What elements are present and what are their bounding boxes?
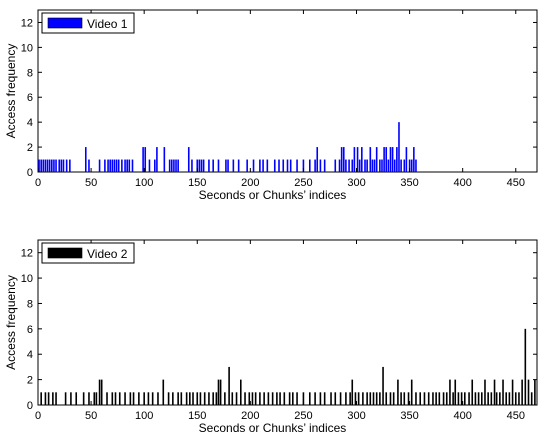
x-tick-label: 150 [188, 410, 206, 422]
x-tick-label: 100 [135, 177, 153, 189]
y-tick-label: 2 [27, 375, 33, 387]
x-axis-label: Seconds or Chunks’ indices [199, 421, 347, 435]
x-tick-label: 0 [35, 177, 41, 189]
y-tick-label: 12 [21, 248, 33, 260]
x-tick-label: 200 [241, 410, 259, 422]
x-tick-label: 200 [241, 177, 259, 189]
x-tick-label: 250 [294, 177, 312, 189]
x-tick-label: 400 [454, 177, 472, 189]
y-tick-label: 10 [21, 42, 33, 54]
chart-video-2: 0 50 100 150 200 250 300 350 400 450 0 2 4 6 8 10 12 Seco… [4, 239, 538, 435]
y-tick-label: 8 [27, 298, 33, 310]
y-tick-label: 10 [21, 273, 33, 285]
y-axis-label: Access frequency [4, 44, 18, 139]
chart-video-1: 0 50 100 150 200 250 300 350 400 450 0 2 4 6 8 10 12 Seco… [4, 9, 538, 202]
y-tick-label: 0 [27, 167, 33, 179]
legend-label: Video 1 [87, 17, 128, 31]
x-axis-label: Seconds or Chunks’ indices [199, 188, 347, 202]
x-tick-label: 50 [85, 177, 97, 189]
x-tick-label: 400 [454, 410, 472, 422]
y-tick-label: 4 [27, 349, 33, 361]
x-tick-label: 350 [400, 177, 418, 189]
x-tick-label: 0 [35, 410, 41, 422]
y-tick-label: 8 [27, 67, 33, 79]
y-tick-label: 0 [27, 400, 33, 412]
y-tick-label: 12 [21, 17, 33, 29]
y-tick-label: 2 [27, 142, 33, 154]
y-tick-label: 6 [27, 92, 33, 104]
x-tick-label: 100 [135, 410, 153, 422]
plot-area [37, 239, 538, 406]
plot-area [37, 9, 538, 173]
x-tick-label: 50 [85, 410, 97, 422]
x-tick-label: 450 [507, 177, 525, 189]
x-tick-label: 450 [507, 410, 525, 422]
x-tick-label: 350 [400, 410, 418, 422]
x-tick-label: 300 [347, 410, 365, 422]
legend-label: Video 2 [87, 247, 128, 261]
x-tick-label: 300 [347, 177, 365, 189]
legend-swatch [47, 17, 83, 29]
y-tick-label: 6 [27, 324, 33, 336]
y-axis-label: Access frequency [4, 275, 18, 370]
y-tick-label: 4 [27, 117, 33, 129]
x-tick-label: 150 [188, 177, 206, 189]
x-tick-label: 250 [294, 410, 312, 422]
legend-swatch [47, 247, 83, 259]
